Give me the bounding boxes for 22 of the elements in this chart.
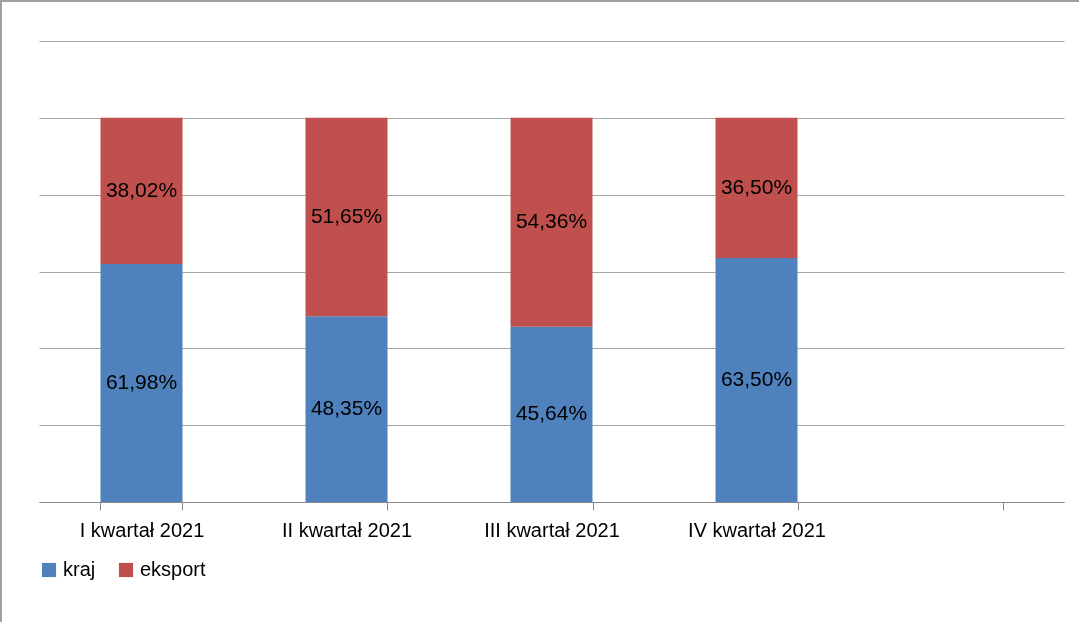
data-label: 54,36% <box>515 209 588 233</box>
data-label: 61,98% <box>105 369 178 393</box>
bar <box>510 326 593 502</box>
data-label: 38,02% <box>105 177 178 201</box>
x-tick-label: III kwartał 2021 <box>484 518 620 541</box>
bar <box>100 117 183 264</box>
bar <box>100 263 183 502</box>
data-label: 36,50% <box>720 174 793 198</box>
data-label: 48,35% <box>310 396 383 420</box>
bar <box>715 258 798 502</box>
bar <box>305 316 388 502</box>
x-tick-label: II kwartał 2021 <box>281 518 413 541</box>
x-tick-label: IV kwartał 2021 <box>688 518 826 541</box>
data-label: 63,50% <box>720 367 793 391</box>
data-label: 51,65% <box>310 204 383 228</box>
bar <box>305 117 388 317</box>
data-label: 45,64% <box>515 401 588 425</box>
legend-label: kraj <box>63 558 96 580</box>
bar <box>510 117 593 327</box>
x-tick-label: I kwartał 2021 <box>79 518 205 541</box>
legend-label: eksport <box>140 558 207 580</box>
bar <box>715 117 798 259</box>
